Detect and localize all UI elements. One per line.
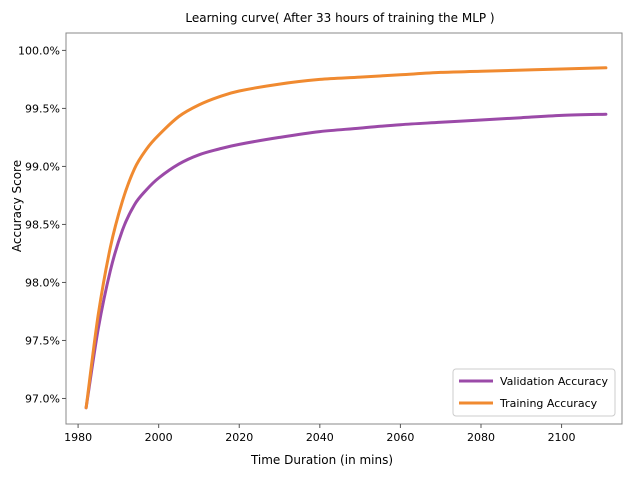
series-lines (84, 66, 608, 410)
series-line-training-accuracy (84, 66, 608, 410)
x-tick-label: 2020 (225, 431, 253, 444)
x-tick-label: 2060 (386, 431, 414, 444)
x-axis-ticks: 1980 2000 2020 2040 2060 2080 2100 (64, 424, 576, 444)
legend: Validation Accuracy Training Accuracy (452, 368, 616, 417)
y-axis-label: Accuracy Score (10, 160, 24, 252)
y-tick-label: 97.0% (25, 392, 60, 405)
series-line-validation-accuracy (84, 112, 608, 410)
x-tick-label: 2040 (306, 431, 334, 444)
y-tick-label: 97.5% (25, 334, 60, 347)
x-tick-label: 1980 (64, 431, 92, 444)
plot-area (65, 32, 623, 425)
legend-label-training: Training Accuracy (499, 397, 598, 410)
x-tick-label: 2000 (145, 431, 173, 444)
y-tick-label: 99.0% (25, 160, 60, 173)
legend-label-validation: Validation Accuracy (500, 375, 609, 388)
y-tick-label: 98.0% (25, 276, 60, 289)
y-tick-label: 100.0% (18, 44, 60, 57)
y-axis-ticks: 97.0% 97.5% 98.0% 98.5% 99.0% 99.5% 100.0% (18, 44, 66, 405)
y-tick-label: 99.5% (25, 102, 60, 115)
x-tick-label: 2080 (467, 431, 495, 444)
y-tick-label: 98.5% (25, 218, 60, 231)
x-tick-label: 2100 (548, 431, 576, 444)
legend-box (452, 368, 616, 417)
chart-title: Learning curve( After 33 hours of traini… (185, 11, 494, 25)
x-axis-label: Time Duration (in mins) (250, 453, 393, 467)
